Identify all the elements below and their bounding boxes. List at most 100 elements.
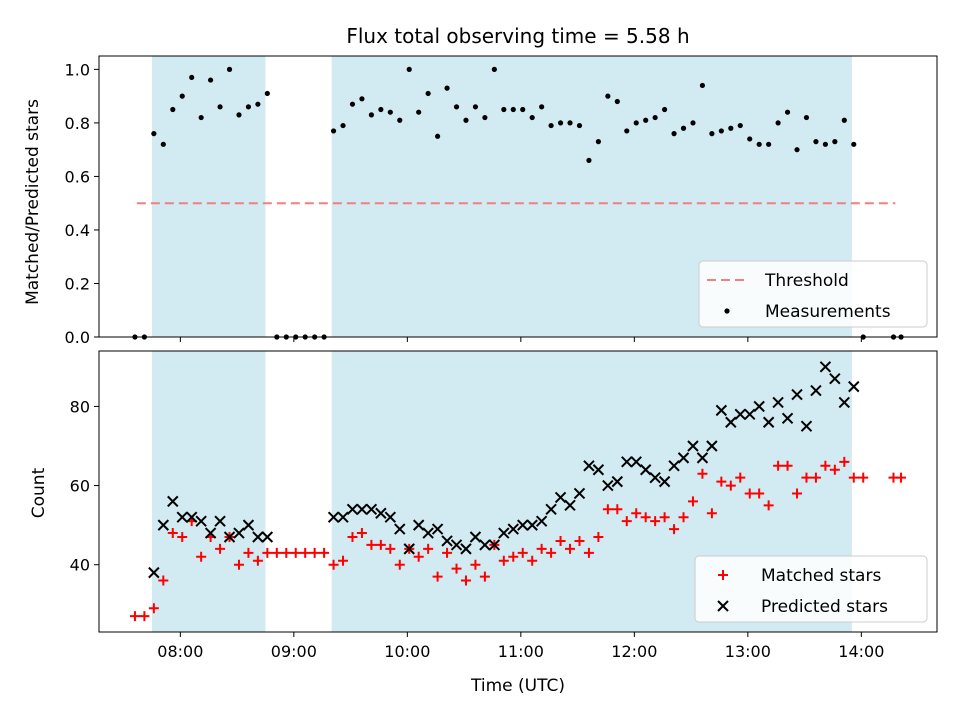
matched-star-point (328, 559, 339, 570)
matched-star-point (744, 488, 755, 499)
predicted-star-point (214, 515, 226, 527)
bottom-y-tick-label: 60 (70, 477, 90, 496)
matched-star-point (754, 488, 765, 499)
predicted-star-point (753, 400, 765, 413)
matched-star-point (394, 559, 405, 570)
top-y-axis-label: Matched/Predicted stars (23, 99, 43, 305)
measurement-point (822, 141, 828, 147)
measurement-point (482, 114, 488, 121)
predicted-star-point (639, 464, 652, 476)
predicted-star-point (838, 396, 851, 409)
measurement-point (264, 90, 270, 97)
matched-star-point (527, 555, 538, 566)
legend-measurement-swatch (724, 308, 730, 314)
matched-star-point (196, 551, 207, 562)
matched-star-point (413, 551, 424, 562)
matched-star-point (158, 575, 169, 586)
predicted-star-point (658, 475, 671, 488)
measurement-point (236, 112, 242, 118)
legend-entry-label: Threshold (764, 271, 849, 291)
matched-star-point (338, 555, 349, 566)
matched-star-point (375, 539, 386, 550)
measurement-point (472, 104, 479, 110)
bottom-y-axis-label: Count (29, 467, 49, 518)
measurement-point (378, 106, 384, 113)
predicted-star-point (545, 503, 557, 516)
bottom-axes-frame (98, 350, 938, 633)
predicted-star-point (346, 503, 359, 516)
legend-entry-label: Matched stars (761, 566, 881, 586)
bottom-observing-band (151, 351, 266, 632)
predicted-star-point (677, 452, 690, 464)
predicted-star-point (715, 404, 728, 417)
predicted-star-point (375, 507, 387, 519)
matched-star-point (290, 547, 301, 558)
predicted-star-point (327, 511, 340, 523)
matched-star-point (735, 472, 746, 483)
measurement-point (576, 122, 583, 129)
predicted-star-point (148, 566, 160, 579)
x-tick-label: 13:00 (725, 642, 771, 661)
matched-star-point (810, 472, 821, 483)
top-y-tick-label: 0.0 (65, 328, 90, 347)
top-legend: Threshold Measurements (698, 260, 928, 328)
matched-star-point (678, 512, 689, 523)
matched-star-point (347, 532, 358, 543)
predicted-star-point (621, 456, 633, 468)
matched-star-point (583, 547, 594, 558)
measurement-point (567, 120, 573, 126)
legend-matched-swatch (718, 570, 728, 580)
measurement-point (151, 131, 157, 137)
legend-entry-label: Predicted stars (761, 597, 888, 617)
predicted-star-point (791, 388, 803, 401)
measurement-point (624, 128, 630, 134)
measurement-point (453, 104, 460, 110)
predicted-star-point (233, 527, 245, 539)
matched-star-point (167, 528, 178, 539)
predicted-star-point (479, 539, 491, 551)
predicted-star-point (583, 460, 595, 472)
matched-star-point (300, 547, 311, 558)
predicted-star-point (734, 408, 746, 421)
measurement-point (359, 96, 365, 102)
measurement-point (662, 106, 668, 113)
measurement-point (548, 122, 554, 129)
matched-star-point (271, 547, 282, 558)
predicted-star-point (498, 527, 510, 539)
measurement-point (775, 120, 781, 126)
predicted-star-point (185, 511, 198, 523)
predicted-star-point (535, 515, 548, 527)
predicted-star-point (157, 519, 170, 531)
predicted-star-point (450, 539, 463, 551)
predicted-star-point (365, 503, 378, 516)
predicted-star-point (422, 527, 434, 539)
matched-star-point (385, 543, 396, 554)
measurement-point (633, 120, 639, 126)
measurement-point (387, 109, 393, 115)
matched-star-point (697, 468, 708, 479)
matched-star-point (356, 528, 367, 539)
measurement-point (766, 141, 772, 147)
matched-star-point (612, 504, 623, 515)
predicted-star-point (744, 408, 756, 421)
matched-star-point (479, 571, 490, 582)
top-axes-frame (98, 55, 938, 338)
measurement-point (813, 139, 819, 145)
measurement-point (170, 106, 176, 113)
matched-star-point (631, 508, 642, 519)
predicted-star-point (819, 361, 832, 373)
predicted-star-point (573, 487, 586, 500)
measurement-point (737, 122, 743, 129)
top-y-tick-label: 0.2 (65, 274, 90, 293)
bottom-y-tick-label: 80 (70, 397, 90, 416)
measurement-point (784, 109, 791, 115)
matched-star-point (129, 611, 140, 622)
predicted-star-point (848, 380, 860, 393)
predicted-star-point (725, 416, 737, 428)
matched-star-point (460, 575, 471, 586)
matched-star-point (725, 480, 736, 491)
measurement-point (643, 117, 649, 123)
matched-star-point (574, 535, 585, 546)
matched-star-point (517, 547, 528, 558)
